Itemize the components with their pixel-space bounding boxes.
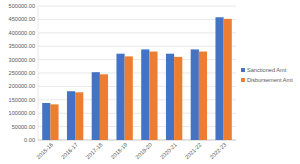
grid-line xyxy=(38,6,236,7)
bar xyxy=(215,17,223,140)
x-tick-label: 2022-23 xyxy=(209,141,228,160)
bar xyxy=(75,92,83,140)
x-tick-label: 2016-17 xyxy=(60,141,79,160)
bar xyxy=(116,54,124,140)
bar xyxy=(141,49,149,140)
grid-line xyxy=(38,32,236,33)
bars xyxy=(42,17,232,140)
x-tick-label: 2015-16 xyxy=(35,141,54,160)
bar xyxy=(42,103,50,140)
bar xyxy=(100,74,108,140)
chart: 0.00 50000.00 100000.00 150000.00 200000.00 2… xyxy=(0,0,300,164)
y-tick-label: 450000.00 xyxy=(9,16,35,22)
bar xyxy=(174,57,182,140)
y-tick-label: 0.00 xyxy=(24,137,35,143)
x-tick-label: 2019-20 xyxy=(134,141,153,160)
y-tick-label: 250000.00 xyxy=(9,70,35,76)
bar xyxy=(125,56,133,140)
legend-swatch xyxy=(241,78,245,82)
legend-label: Sanctioned Amt xyxy=(247,67,287,73)
bar xyxy=(50,104,58,140)
y-tick-label: 100000.00 xyxy=(9,110,35,116)
y-tick-label: 150000.00 xyxy=(9,97,35,103)
bar xyxy=(224,19,232,140)
bar xyxy=(67,91,75,140)
bar xyxy=(166,54,174,140)
y-tick-label: 300000.00 xyxy=(9,57,35,63)
y-tick-label: 50000.00 xyxy=(12,124,35,130)
x-tick-label: 2017-18 xyxy=(85,141,104,160)
y-tick-label: 500000.00 xyxy=(9,3,35,9)
grid-line xyxy=(38,19,236,20)
y-tick-label: 200000.00 xyxy=(9,83,35,89)
x-tick-label: 2021-22 xyxy=(184,141,203,160)
legend-swatch xyxy=(241,68,245,72)
x-tick-label: 2018-19 xyxy=(110,141,129,160)
grid-line xyxy=(38,46,236,47)
bar xyxy=(199,52,207,140)
y-axis-line xyxy=(38,6,39,140)
legend-label: Disbursement Amt xyxy=(247,77,293,83)
bar xyxy=(191,49,199,140)
y-tick-label: 400000.00 xyxy=(9,30,35,36)
bar xyxy=(149,52,157,140)
y-tick-label: 350000.00 xyxy=(9,43,35,49)
bar xyxy=(92,72,100,140)
x-tick-label: 2020-21 xyxy=(159,141,178,160)
